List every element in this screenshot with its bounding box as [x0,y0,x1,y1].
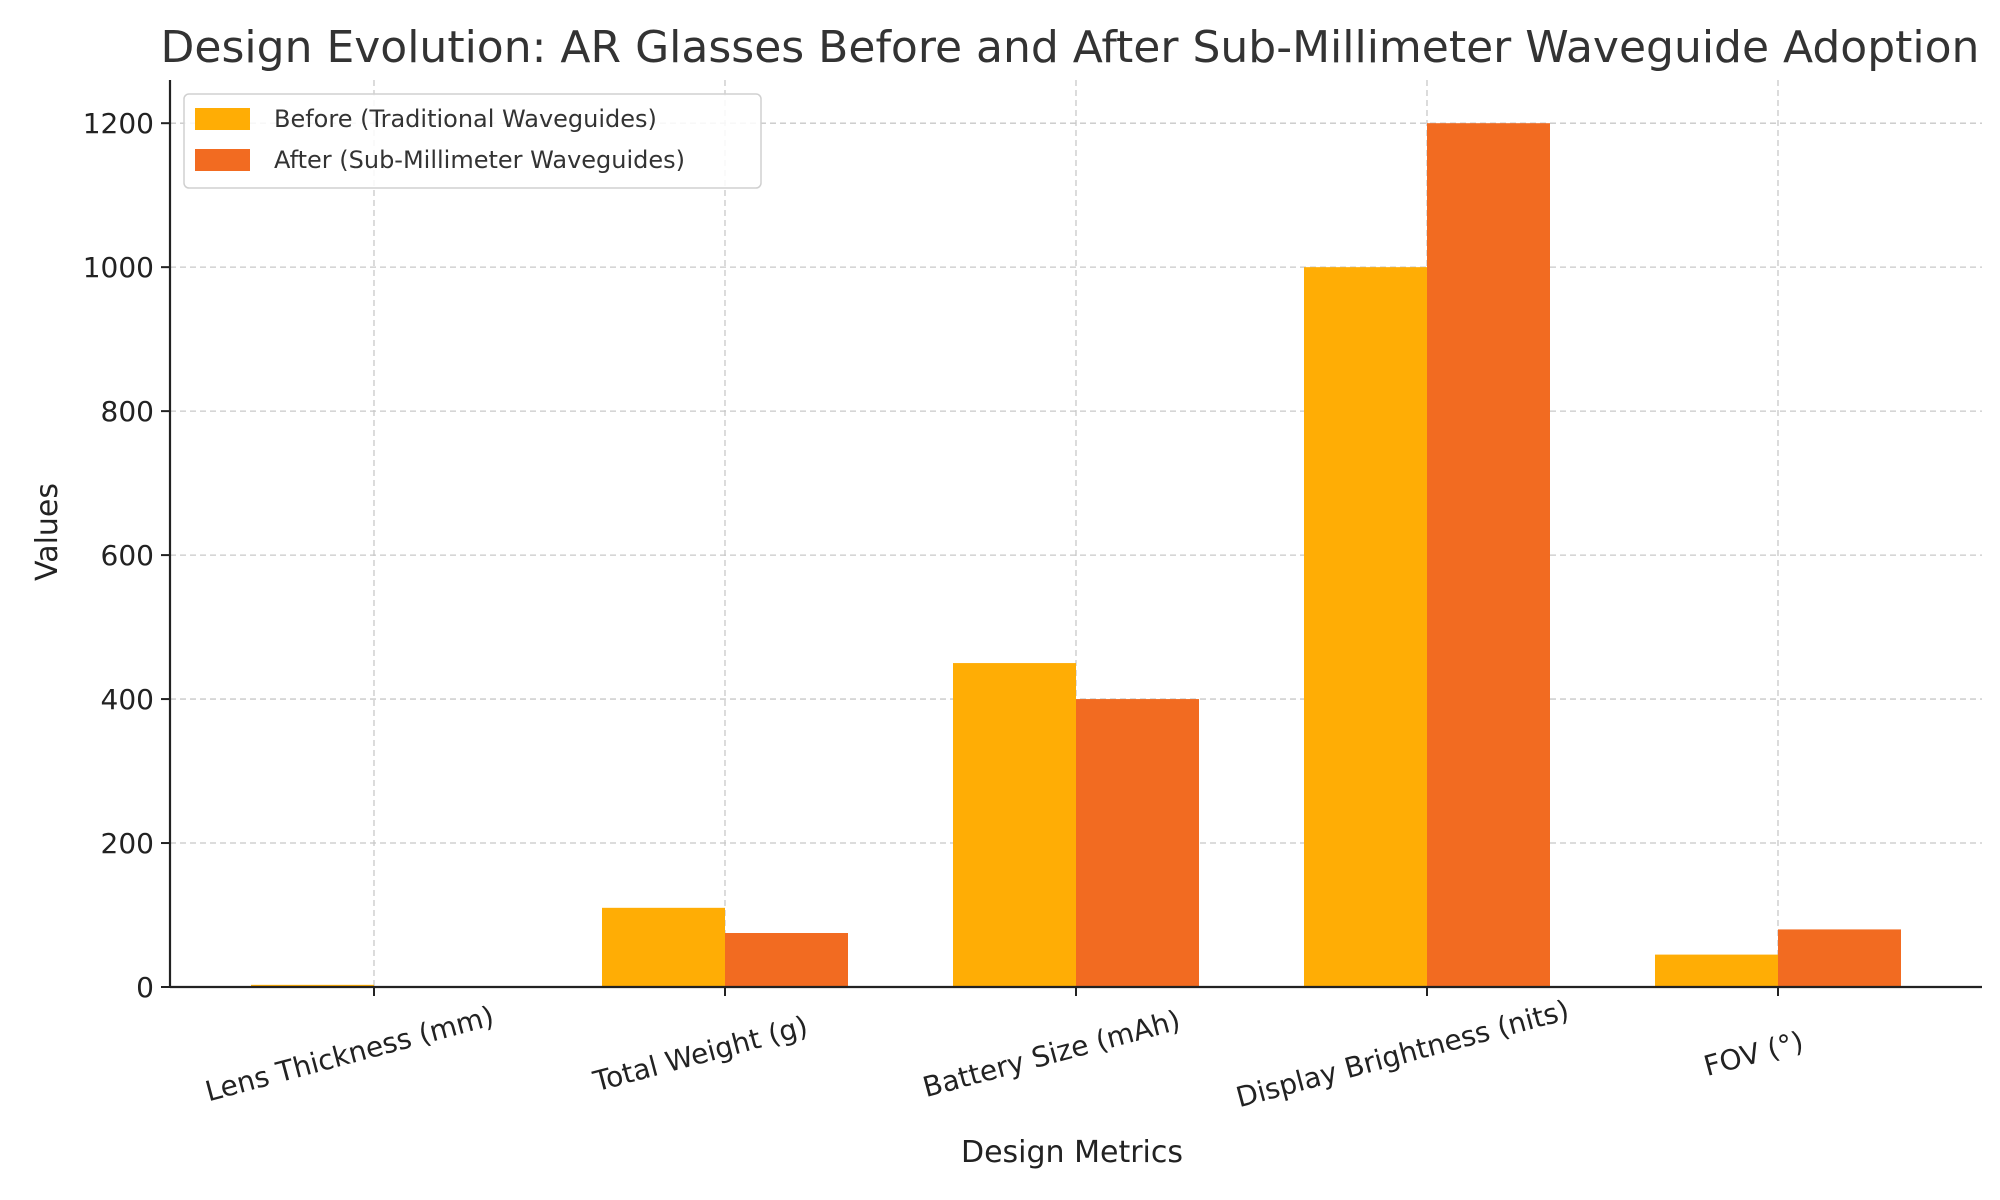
x-tick-label: FOV (°) [1700,1025,1807,1083]
legend-label: Before (Traditional Waveguides) [274,105,657,133]
legend-box [183,93,762,189]
x-tick-label: Battery Size (mAh) [919,1004,1183,1104]
after-bar-3 [1427,123,1550,987]
y-tick-label: 1200 [83,107,154,140]
x-tick-label: Lens Thickness (mm) [202,999,498,1108]
legend-swatch [195,149,250,171]
x-tick-label: Total Weight (g) [589,1009,811,1098]
y-axis-label: Values [30,483,65,581]
y-tick-label: 200 [101,827,154,860]
legend-label: After (Sub-Millimeter Waveguides) [274,146,685,174]
legend-swatch [195,108,250,130]
x-axis-label: Design Metrics [961,1135,1183,1170]
y-tick-label: 800 [101,395,154,428]
after-bar-4 [1778,929,1901,987]
x-tick-label: Display Brightness (nits) [1233,993,1573,1114]
after-bar-2 [1076,699,1199,987]
after-bar-1 [725,933,848,987]
y-tick-label: 400 [101,683,154,716]
y-tick-label: 1000 [83,251,154,284]
y-tick-label: 600 [101,539,154,572]
bars [251,123,1901,988]
legend: Before (Traditional Waveguides) After (Su… [183,93,762,189]
before-bar-3 [1304,267,1427,988]
chart-title: Design Evolution: AR Glasses Before and … [161,22,1980,73]
y-tick-label: 0 [136,971,154,1004]
before-bar-2 [953,663,1076,987]
before-bar-4 [1655,954,1778,987]
before-bar-1 [602,907,725,987]
axes [161,80,1982,996]
